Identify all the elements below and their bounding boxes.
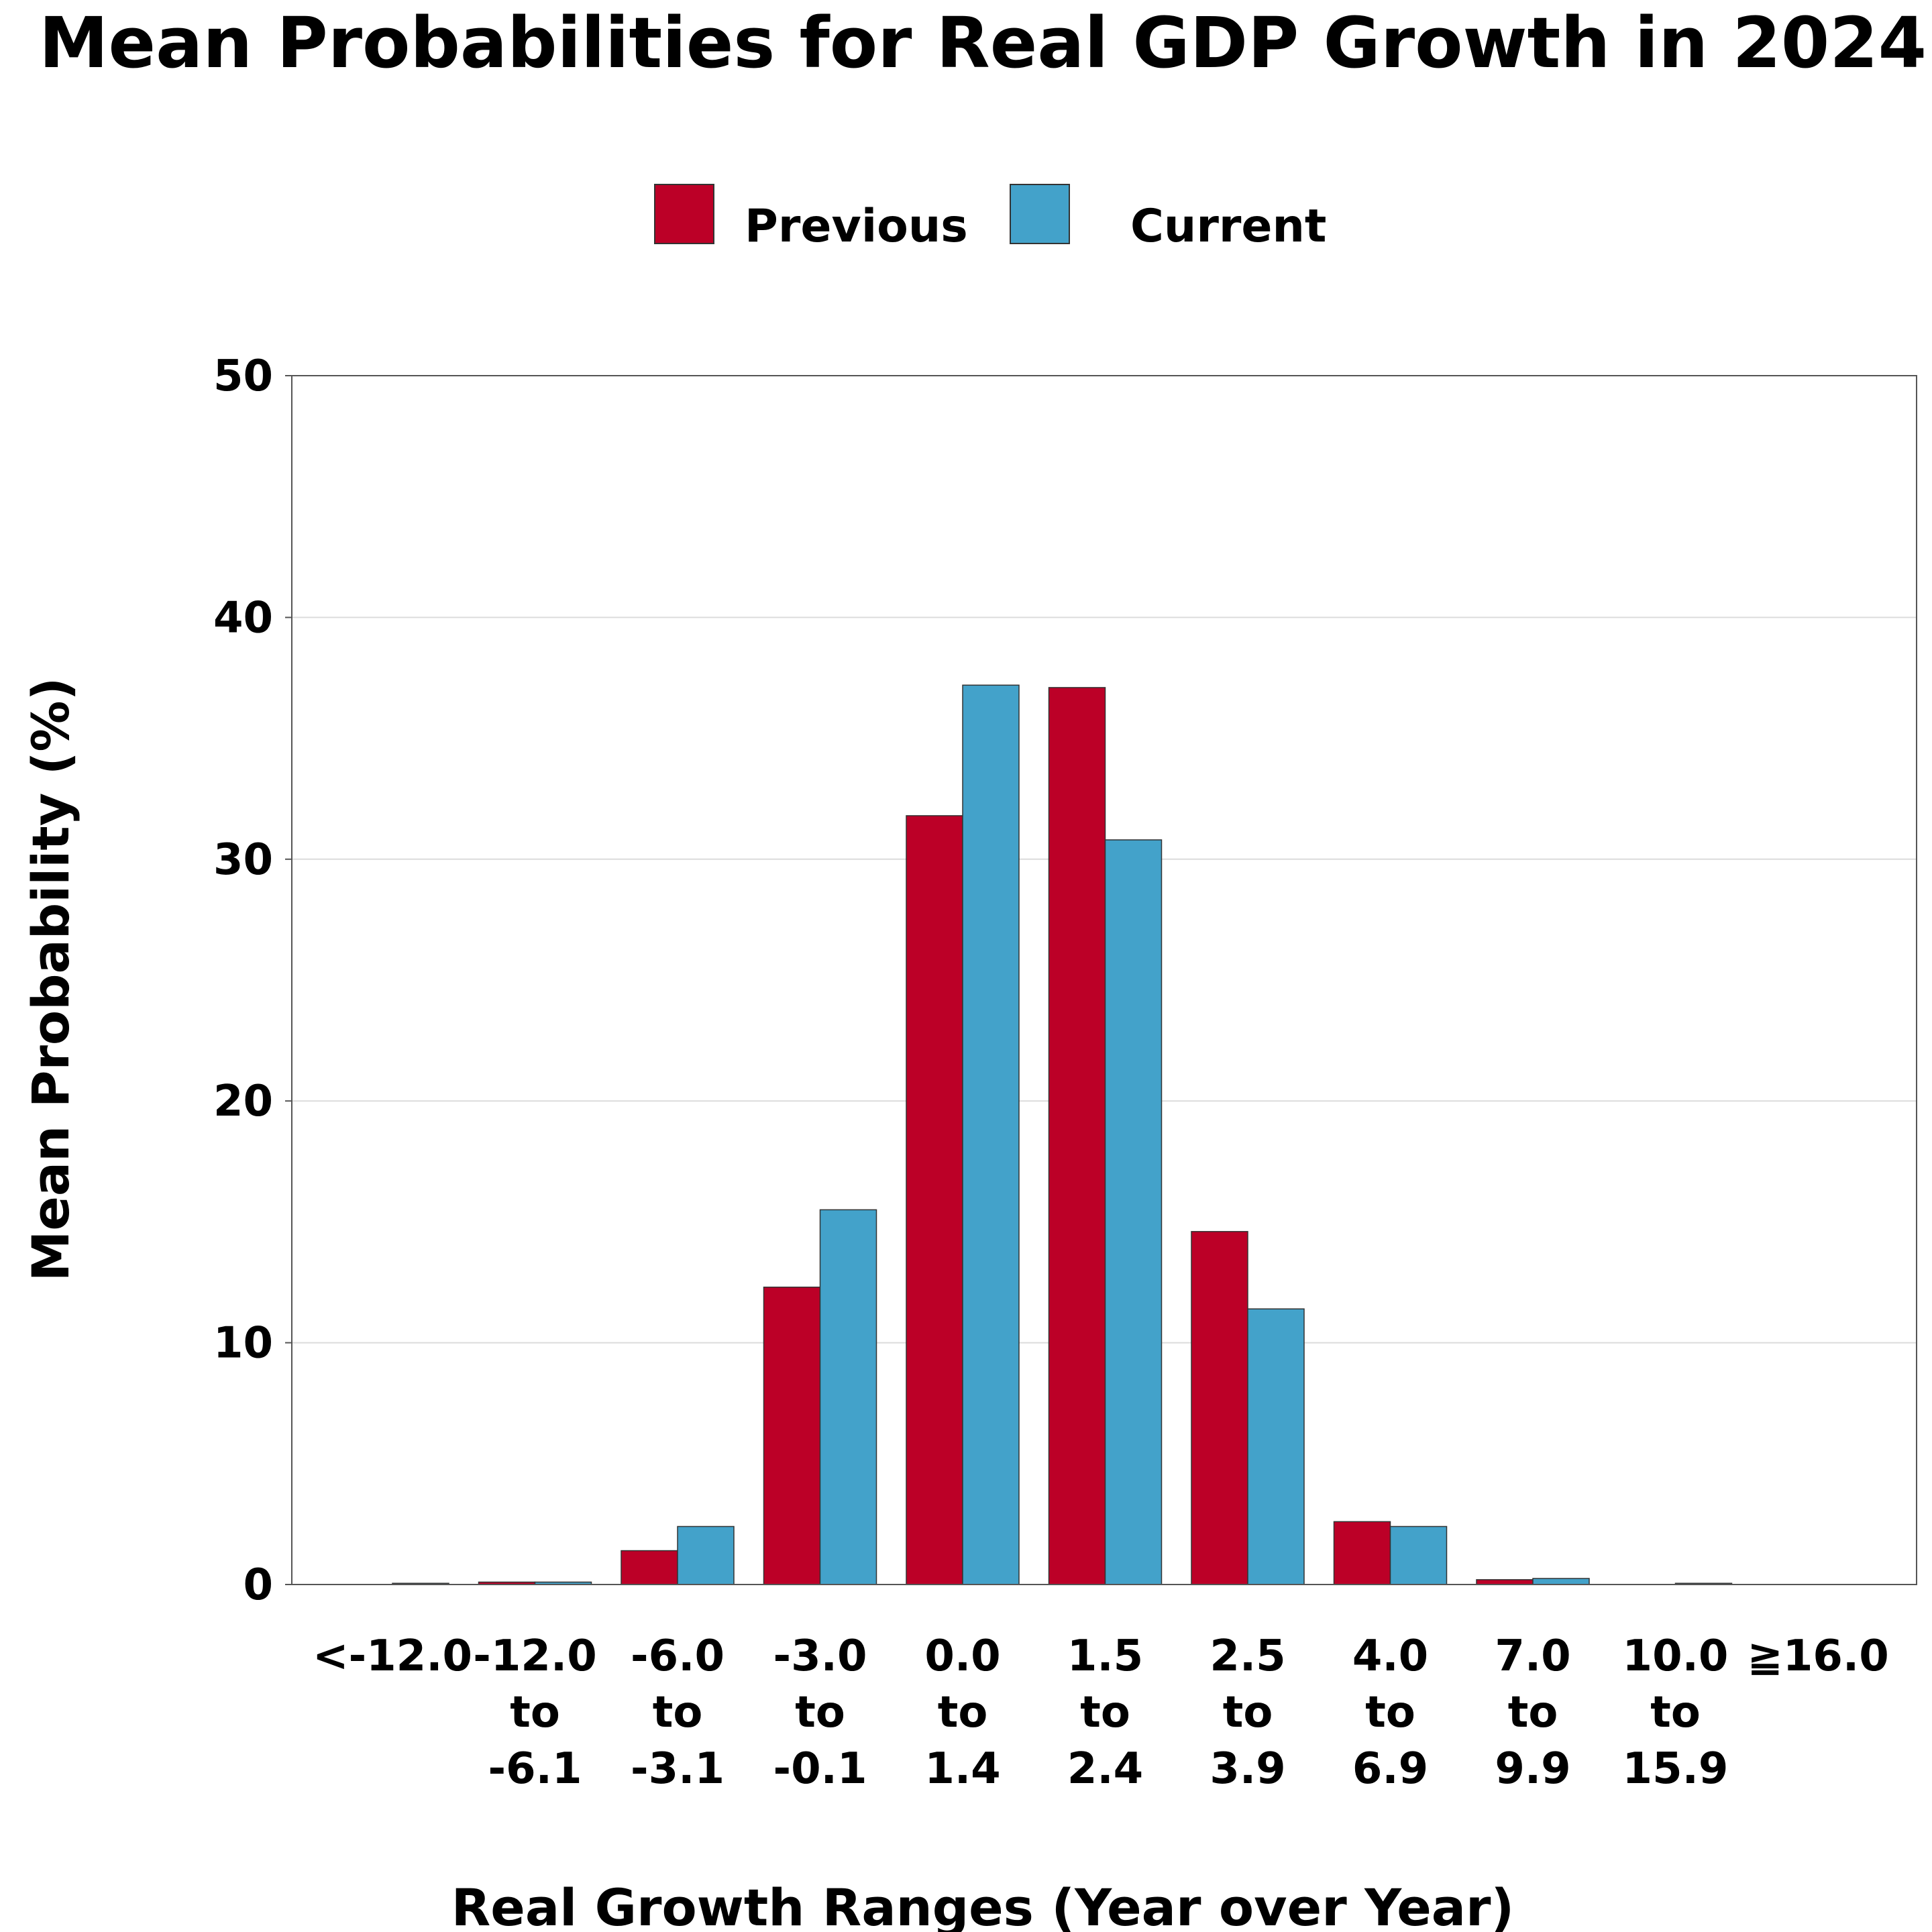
bar-previous <box>906 815 963 1585</box>
x-axis-ticks: <-12.0 -12.0 to -6.1 -6.0 to -3.1 -3.0 to -0.1 0.0… <box>313 1631 1889 1794</box>
bar-previous <box>1333 1521 1391 1585</box>
bar-previous <box>621 1550 678 1585</box>
bar-current <box>1532 1578 1590 1585</box>
x-tick-label: <-12.0 <box>313 1631 472 1681</box>
x-tick-label: ≧16.0 <box>1747 1631 1889 1681</box>
x-tick-label: 7.0 to 9.9 <box>1495 1631 1570 1794</box>
bar-current <box>1389 1525 1448 1585</box>
bar-current <box>677 1525 735 1585</box>
y-axis-title: Mean Probability (%) <box>21 678 80 1282</box>
legend-label-current: Current <box>1130 200 1326 253</box>
x-tick-label: 1.5 to 2.4 <box>1067 1631 1143 1794</box>
legend-swatch-previous <box>654 184 714 244</box>
x-tick-label: 4.0 to 6.9 <box>1352 1631 1428 1794</box>
bar-previous <box>1191 1231 1248 1585</box>
x-tick-label: 0.0 to 1.4 <box>924 1631 1000 1794</box>
x-tick-label: 10.0 to 15.9 <box>1623 1631 1729 1794</box>
y-tick-label: 50 <box>213 352 273 401</box>
x-tick-label: -6.0 to -3.1 <box>631 1631 724 1794</box>
bar-previous <box>1048 687 1106 1585</box>
bar-current <box>962 684 1020 1585</box>
y-tick-label: 30 <box>213 835 273 885</box>
chart-title: Mean Probabilities for Real GDP Growth i… <box>39 2 1927 84</box>
bars <box>392 684 1733 1585</box>
y-tick-label: 20 <box>213 1077 273 1126</box>
y-tick-label: 40 <box>213 593 273 643</box>
x-tick-label: -3.0 to -0.1 <box>773 1631 867 1794</box>
y-tick-label: 10 <box>213 1319 273 1368</box>
bar-current <box>819 1209 877 1585</box>
x-tick-label: 2.5 to 3.9 <box>1210 1631 1285 1794</box>
bar-current <box>1104 839 1163 1585</box>
legend-label-previous: Previous <box>745 200 968 253</box>
bar-current <box>1247 1308 1305 1585</box>
x-axis-title: Real Growth Ranges (Year over Year) <box>451 1878 1515 1932</box>
legend: Previous Current <box>654 184 1326 253</box>
x-tick-label: -12.0 to -6.1 <box>473 1631 596 1794</box>
plot-area-frame <box>291 375 1917 1585</box>
y-axis-ticks: 0 10 20 30 40 50 <box>213 352 292 1610</box>
legend-swatch-current <box>1010 184 1070 244</box>
bar-previous <box>1476 1579 1534 1585</box>
bar-previous <box>763 1286 821 1585</box>
y-tick-label: 0 <box>243 1560 273 1610</box>
